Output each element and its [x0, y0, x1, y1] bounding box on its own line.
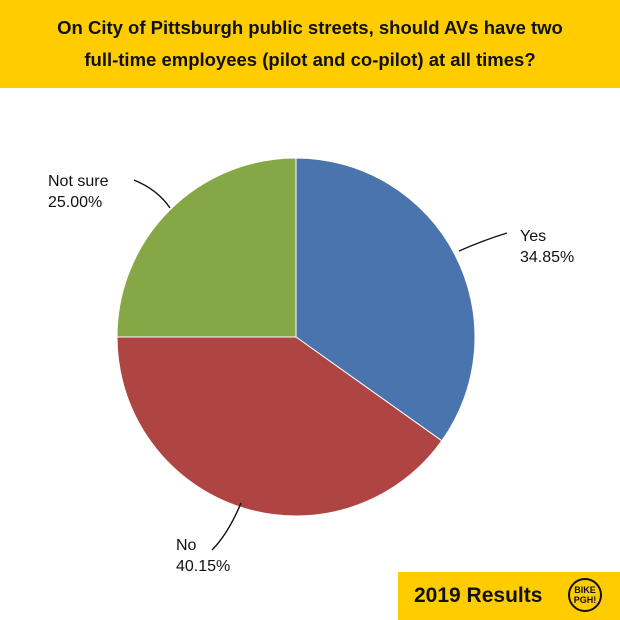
slice-labels: Yes 34.85% No 40.15% Not sure 25.00%: [48, 173, 574, 575]
bikepgh-logo-ring: [568, 578, 602, 612]
results-badge-label: 2019 Results: [414, 584, 543, 607]
leader-line-no: [211, 502, 242, 551]
leader-lines: [133, 179, 508, 551]
pie-slice-yes: [295, 157, 476, 442]
leader-line-yes: [458, 232, 508, 252]
slice-label-not-sure: Not sure: [48, 173, 109, 190]
slice-percent-yes: 34.85%: [520, 249, 574, 266]
pie-slice-no: [116, 336, 443, 517]
chart-title: On City of Pittsburgh public streets, sh…: [0, 0, 620, 88]
slice-label-yes: Yes: [520, 228, 546, 245]
slice-percent-no: 40.15%: [176, 558, 230, 575]
pie-slices: [116, 157, 476, 517]
bikepgh-logo: BIKE PGH!: [568, 578, 602, 612]
pie-slice-not-sure: [116, 157, 297, 338]
results-badge: 2019 Results: [398, 572, 620, 620]
leader-line-not-sure: [133, 179, 171, 209]
chart-title-line-2: full-time employees (pilot and co-pilot)…: [84, 49, 536, 70]
bikepgh-logo-text-bottom: PGH!: [574, 595, 597, 605]
slice-label-no: No: [176, 537, 197, 554]
chart-title-line-1: On City of Pittsburgh public streets, sh…: [57, 17, 563, 38]
bikepgh-logo-text-top: BIKE: [574, 585, 596, 595]
slice-percent-not-sure: 25.00%: [48, 194, 102, 211]
header-background: [0, 0, 620, 88]
